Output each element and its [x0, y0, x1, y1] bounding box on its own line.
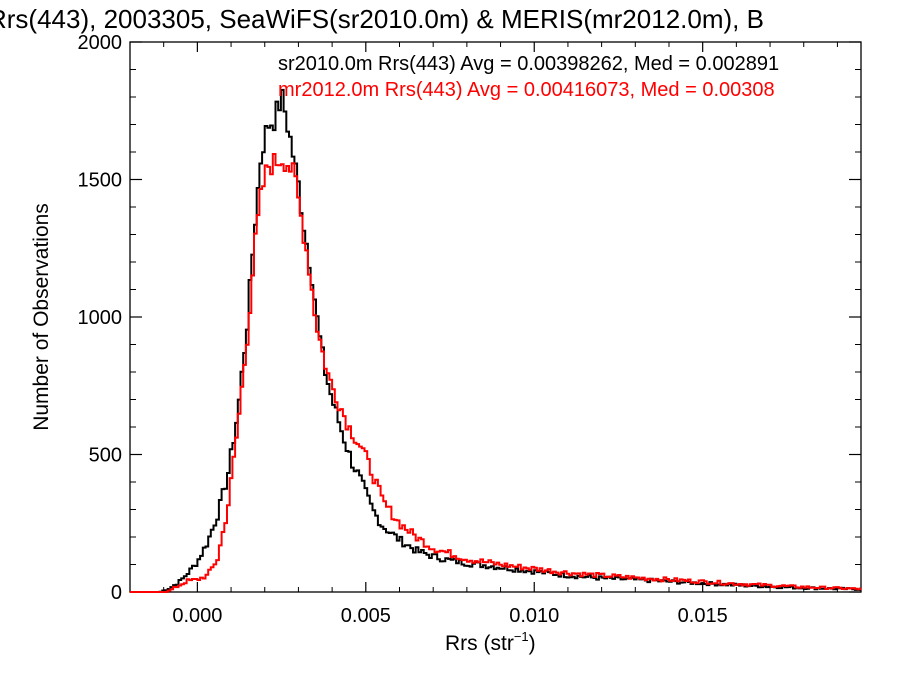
axis-ticks: [130, 41, 861, 593]
x-axis-label: Rrs (str−1): [445, 629, 536, 655]
y-tick-label: 1500: [78, 170, 123, 192]
y-tick-label: 1000: [78, 307, 123, 329]
series-line-sr2010.0m: [130, 88, 862, 593]
series-layer: [130, 88, 862, 593]
y-tick-label: 2000: [78, 32, 123, 54]
series-line-mr2012.0m: [130, 153, 862, 593]
tick-labels: 0.000 0.005 0.010 0.015 0 500 1000 1500 2000: [78, 32, 728, 627]
x-tick-label: 0.005: [341, 605, 391, 627]
y-axis-label: Number of Observations: [30, 203, 53, 431]
chart-title: Rrs(443), 2003305, SeaWiFS(sr2010.0m) & …: [0, 4, 764, 34]
legend-entry-mr2012.0m: mr2012.0m Rrs(443) Avg = 0.00416073, Med…: [278, 79, 775, 101]
y-tick-label: 500: [89, 445, 122, 467]
legend-entry-sr2010.0m: sr2010.0m Rrs(443) Avg = 0.00398262, Med…: [278, 53, 779, 75]
y-tick-label: 0: [111, 582, 122, 604]
x-tick-label: 0.000: [172, 605, 222, 627]
x-tick-label: 0.015: [678, 605, 728, 627]
legend: sr2010.0m Rrs(443) Avg = 0.00398262, Med…: [278, 53, 779, 101]
x-tick-label: 0.010: [509, 605, 559, 627]
plot-frame: [129, 41, 862, 593]
